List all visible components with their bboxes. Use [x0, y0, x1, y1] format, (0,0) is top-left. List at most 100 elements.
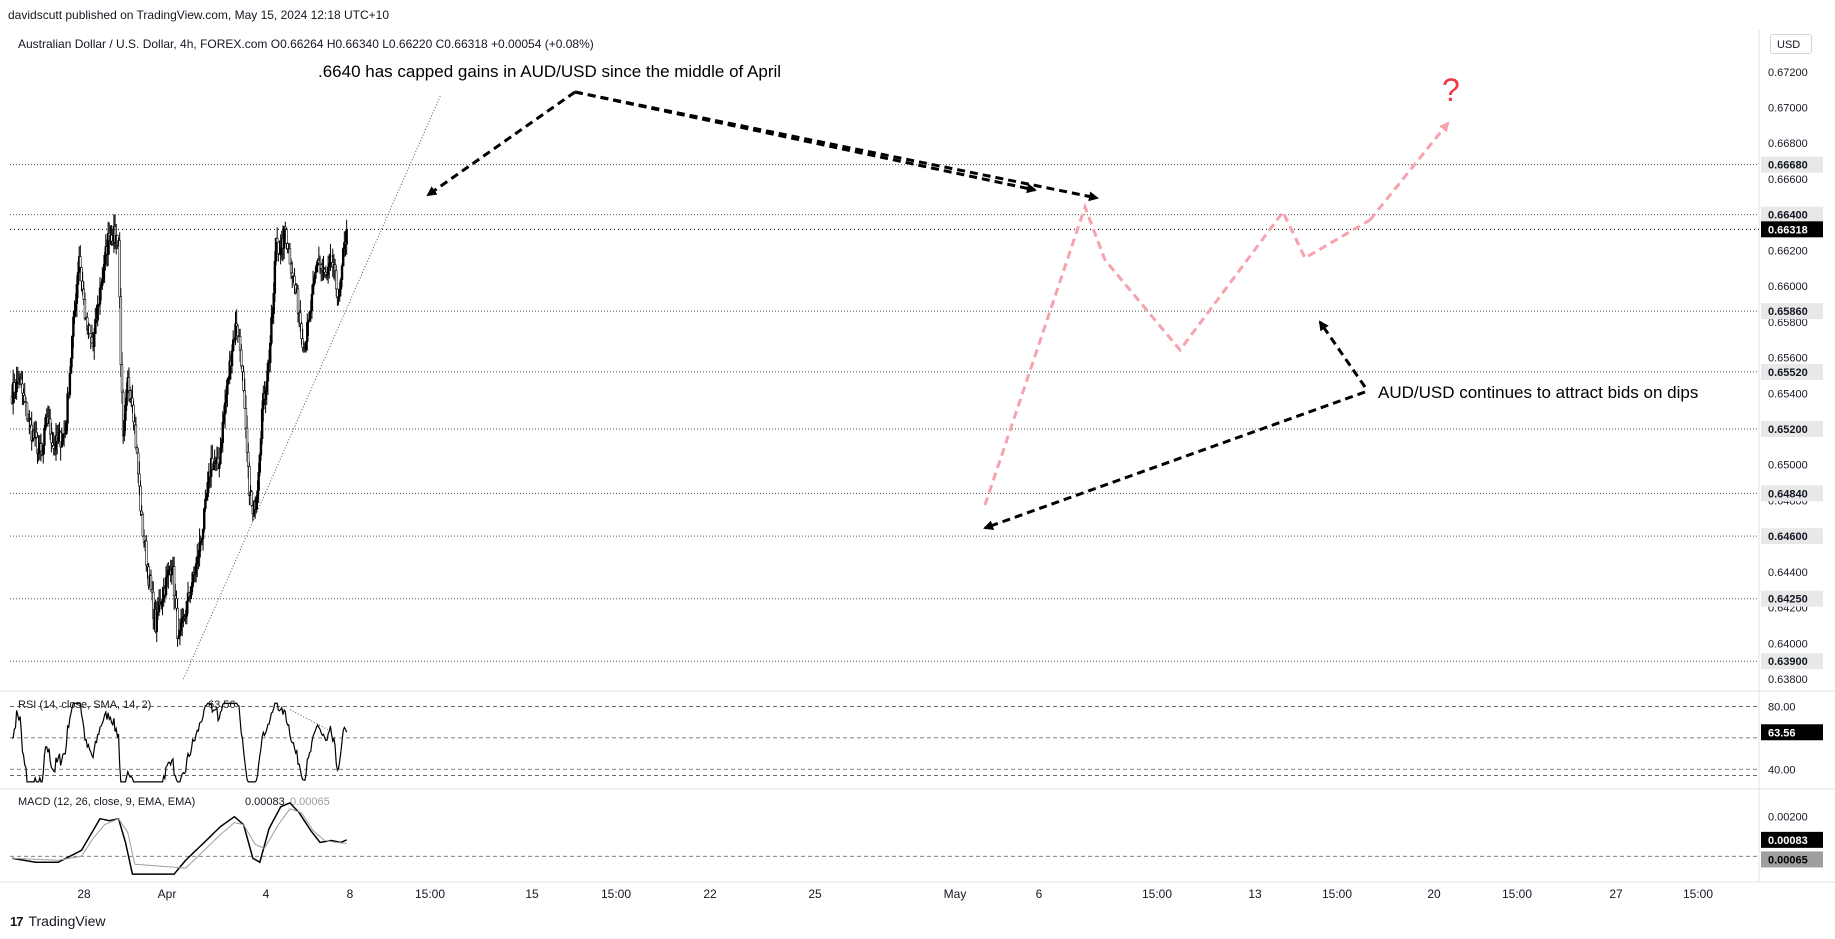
- candle-body: [76, 272, 80, 285]
- candle-body: [273, 260, 277, 294]
- candle-body: [137, 452, 140, 475]
- macd-value-tag: 0.00083: [1761, 831, 1823, 848]
- tradingview-logo[interactable]: 17 TradingView: [10, 913, 106, 929]
- candle-body: [288, 248, 292, 265]
- candle-body: [140, 510, 143, 515]
- candle-body: [161, 598, 164, 603]
- candle-body: [314, 271, 317, 279]
- candle-body: [79, 256, 82, 268]
- candle-body: [218, 463, 221, 469]
- level-tag: 0.66680: [1761, 156, 1823, 173]
- candle-body: [340, 265, 344, 280]
- price-axis-tick: 0.67000: [1768, 103, 1808, 115]
- candle-body: [134, 424, 138, 448]
- candle-body: [118, 240, 121, 298]
- price-axis-tick: 0.65800: [1768, 317, 1808, 329]
- candles: [10, 214, 348, 647]
- rsi-title: RSI (14, close, SMA, 14, 2): [18, 699, 151, 711]
- annotation-arrow: [574, 90, 1099, 202]
- time-axis-tick: 15:00: [601, 887, 631, 901]
- candle-body: [71, 336, 74, 359]
- candle-body: [13, 382, 16, 393]
- level-tag: 0.64600: [1761, 528, 1823, 545]
- candle-body: [178, 630, 182, 637]
- resistance-annotation: .6640 has capped gains in AUD/USD since …: [318, 62, 782, 81]
- level-tag-label: 0.65200: [1768, 424, 1808, 436]
- candle-body: [172, 566, 176, 597]
- annotation-arrow: [426, 90, 576, 197]
- candle-body: [65, 422, 68, 435]
- candle-body: [259, 438, 263, 456]
- candle-body: [269, 342, 272, 363]
- currency-button[interactable]: USD: [1770, 34, 1812, 54]
- symbol-legend[interactable]: Australian Dollar / U.S. Dollar, 4h, FOR…: [18, 37, 594, 51]
- symbol-name: Australian Dollar / U.S. Dollar, 4h, FOR…: [18, 37, 268, 51]
- candle-body: [315, 264, 318, 273]
- candle-body: [149, 575, 153, 590]
- candle-body: [125, 389, 128, 406]
- candle-body: [289, 263, 293, 274]
- candle-body: [170, 568, 174, 576]
- candle-body: [272, 293, 275, 314]
- candle-body: [185, 601, 189, 617]
- candle-body: [99, 285, 103, 289]
- level-tag-label: 0.64600: [1768, 531, 1808, 543]
- candle-body: [241, 365, 244, 373]
- candle-body: [308, 311, 311, 321]
- macd-tag-bg: [1761, 831, 1823, 848]
- level-tag: 0.64250: [1761, 590, 1823, 607]
- candle-body: [205, 496, 208, 500]
- candle-body: [225, 394, 228, 404]
- level-tag: 0.63900: [1761, 653, 1823, 670]
- level-tag-bg: [1761, 156, 1823, 173]
- candle-body: [88, 325, 91, 334]
- time-axis-tick: Apr: [158, 887, 177, 901]
- projection-arrow: [1368, 121, 1450, 221]
- price-axis-tick: 0.66600: [1768, 174, 1808, 186]
- price-axis-tick: 0.65400: [1768, 388, 1808, 400]
- time-axis-tick: 15:00: [1322, 887, 1352, 901]
- ohlc-low: L0.66220: [382, 37, 433, 51]
- candle-body: [21, 383, 24, 394]
- candle-body: [265, 380, 268, 392]
- candle-body: [240, 349, 243, 367]
- macd-value-label: 0.00083: [245, 796, 285, 808]
- candle-body: [69, 357, 73, 374]
- candle-body: [328, 262, 331, 268]
- level-tag: 0.65860: [1761, 303, 1823, 320]
- candle-body: [75, 284, 79, 304]
- candle-body: [285, 228, 288, 244]
- candle-body: [323, 268, 326, 273]
- candle-body: [201, 528, 205, 539]
- level-tag-label: 0.66400: [1768, 210, 1808, 222]
- candle-body: [330, 255, 333, 263]
- candle-body: [244, 408, 248, 429]
- candle-body: [319, 264, 323, 269]
- candle-body: [61, 433, 65, 442]
- time-axis-tick: 4: [263, 887, 270, 901]
- ohlc-change: +0.00054 (+0.08%): [491, 37, 594, 51]
- candle-body: [222, 413, 226, 423]
- candle-body: [82, 288, 85, 300]
- level-tag-bg: [1761, 485, 1823, 502]
- level-tag-label: 0.65860: [1768, 306, 1808, 318]
- candle-body: [206, 482, 209, 497]
- candle-body: [164, 577, 168, 596]
- candle-body: [256, 490, 259, 499]
- candle-body: [231, 339, 235, 352]
- candle-body: [275, 237, 279, 243]
- candle-body: [119, 296, 123, 365]
- candle-body: [155, 609, 158, 632]
- time-axis-tick: 15: [525, 887, 539, 901]
- candle-body: [200, 538, 204, 542]
- candle-body: [310, 294, 314, 311]
- candle-body: [271, 313, 274, 318]
- candle-body: [338, 289, 341, 297]
- level-tag-label: 0.63900: [1768, 656, 1808, 668]
- rsi-axis-tick: 80.00: [1768, 701, 1796, 713]
- candle-body: [191, 572, 194, 588]
- candle-body: [131, 397, 134, 406]
- time-axis-tick: 13: [1248, 887, 1262, 901]
- level-tag-label: 0.65520: [1768, 367, 1808, 379]
